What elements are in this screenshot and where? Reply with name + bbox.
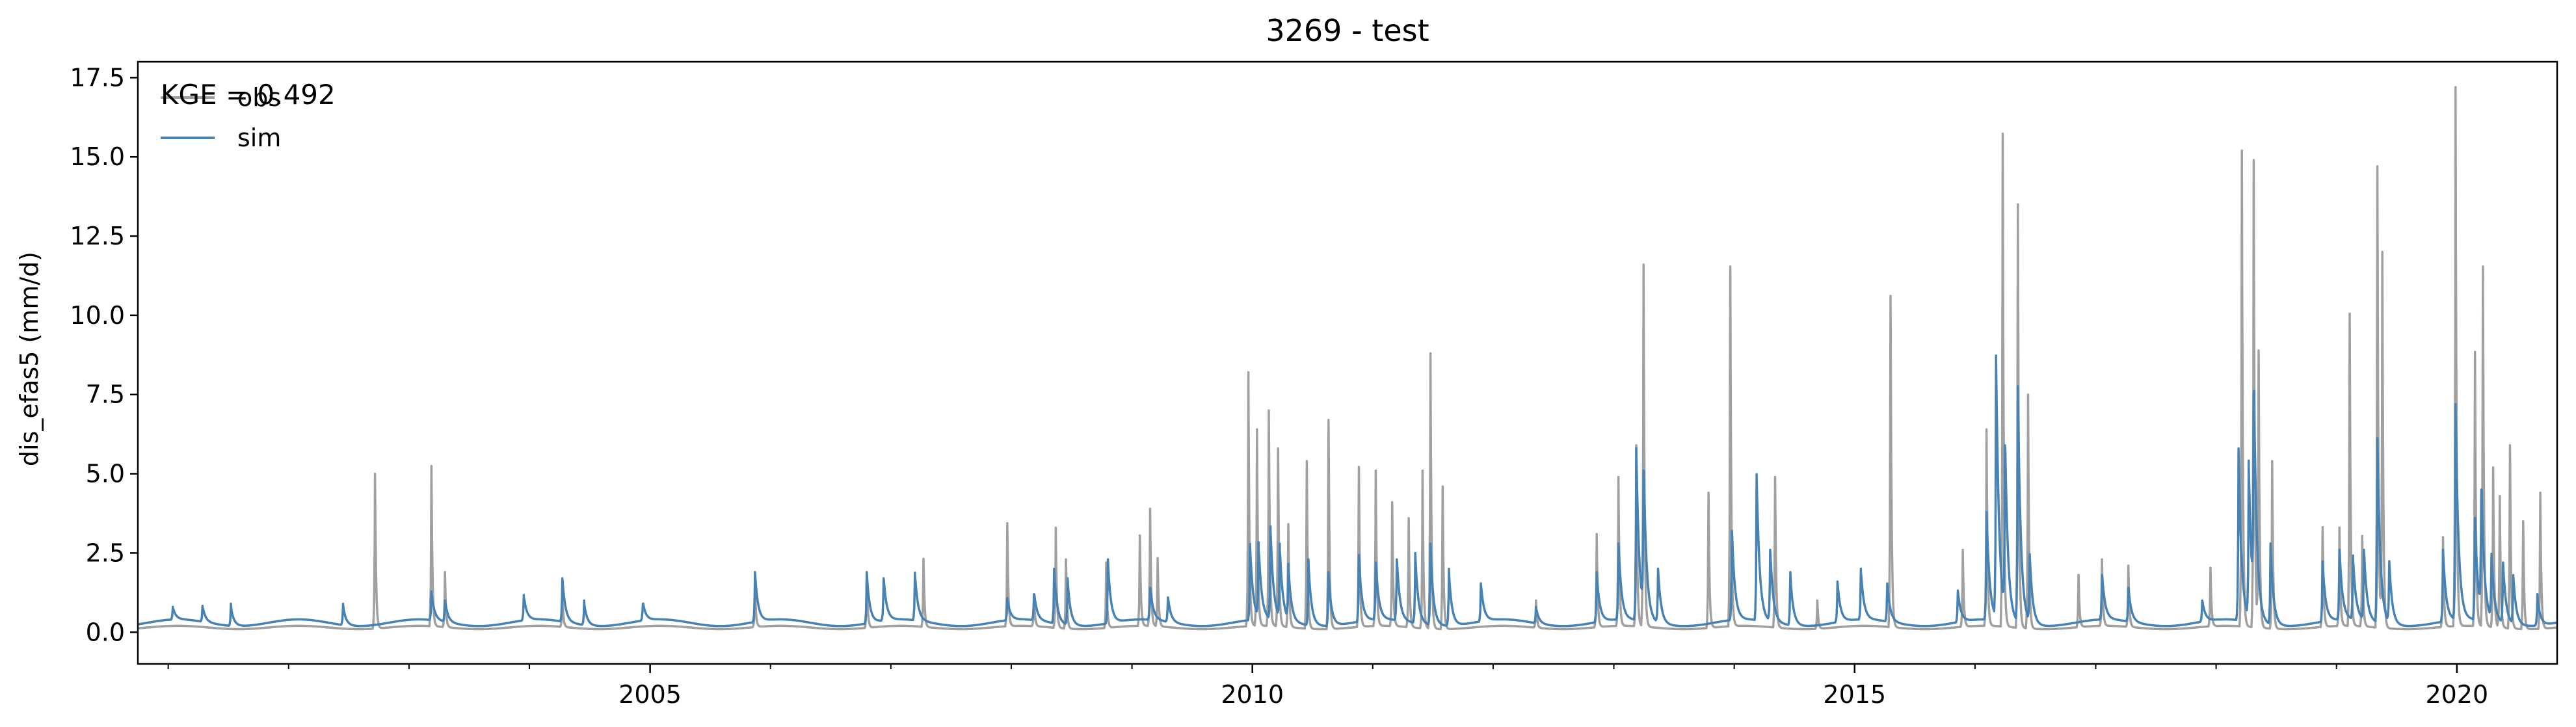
y-tick-label: 2.5: [86, 538, 125, 567]
legend-label-sim: sim: [237, 124, 281, 152]
obs-line: [137, 86, 2558, 631]
sim-line: [137, 354, 2558, 628]
y-tick-label: 17.5: [70, 63, 125, 92]
y-tick-label: 7.5: [86, 380, 125, 409]
chart-title: 3269 - test: [1266, 13, 1429, 48]
plot-area: [137, 86, 2558, 631]
kge-annotation: KGE = 0.492: [161, 79, 336, 111]
x-axis: 2005 2010 2015 2020: [167, 664, 2488, 709]
legend: obs sim: [161, 83, 281, 152]
y-tick-label: 0.0: [86, 618, 125, 646]
y-axis: 0.0 2.5 5.0 7.5 10.0 12.5 15.0 17.5: [70, 63, 138, 646]
x-tick-label: 2005: [618, 680, 682, 709]
y-axis-label: dis_efas5 (mm/d): [15, 252, 44, 466]
plot-frame: [137, 60, 2558, 665]
y-tick-label: 12.5: [70, 222, 125, 250]
x-tick-label: 2015: [1823, 680, 1886, 709]
sim-series: [137, 354, 2558, 628]
x-tick-label: 2010: [1221, 680, 1284, 709]
y-tick-label: 5.0: [86, 460, 125, 488]
y-tick-label: 10.0: [70, 301, 125, 330]
x-tick-label: 2020: [2425, 680, 2488, 709]
legend-label-obs: obs: [237, 83, 281, 112]
y-tick-label: 15.0: [70, 142, 125, 171]
